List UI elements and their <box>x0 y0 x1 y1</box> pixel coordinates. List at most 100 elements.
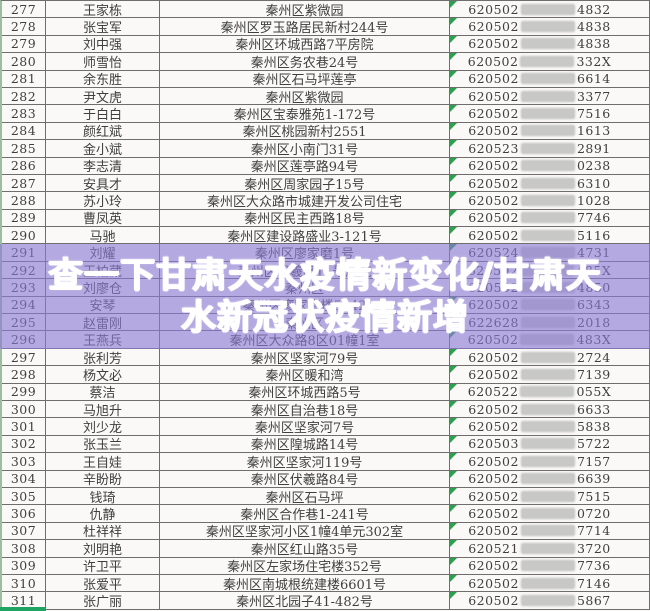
error-triangle-icon <box>450 557 457 565</box>
id-suffix: 5722 <box>576 436 611 452</box>
name-cell: 张爱平 <box>46 574 160 592</box>
id-redaction-box <box>521 161 574 171</box>
table-row: 298 杨文必 秦州区暖和湾 620502 7139 <box>2 366 650 384</box>
name-cell: 刘明艳 <box>46 540 160 557</box>
id-cell: 620502 7516 <box>450 105 650 122</box>
name-cell: 蔡洁 <box>46 383 160 400</box>
id-cell: 620502 7515 <box>450 487 650 505</box>
error-triangle-icon <box>450 522 457 530</box>
error-triangle-icon <box>450 400 457 408</box>
address-cell: 秦州区民主西路18号 <box>160 209 450 227</box>
row-number-cell: 282 <box>2 87 46 105</box>
id-cell: 620502 1613 <box>450 122 650 140</box>
row-number-cell: 304 <box>2 470 46 487</box>
id-redaction-box <box>521 109 574 119</box>
id-cell: 620502 6614 <box>450 70 650 87</box>
name-cell: 曹凤英 <box>46 209 160 227</box>
row-number-cell: 302 <box>2 435 46 453</box>
id-prefix: 620502 <box>468 592 519 608</box>
id-suffix: 6639 <box>576 471 611 487</box>
address-cell: 秦州区宝泰雅苑1-172号 <box>160 105 450 122</box>
name-cell: 杨文必 <box>46 366 160 383</box>
id-prefix: 620502 <box>468 19 519 35</box>
table-row: 281 余东胜 秦州区石马坪莲亭 620502 6614 <box>2 70 650 88</box>
id-redaction-box <box>521 22 574 32</box>
id-suffix: 7139 <box>576 366 611 382</box>
id-suffix: 3720 <box>576 540 611 556</box>
id-cell: 620502 6633 <box>450 400 650 418</box>
row-number-cell: 278 <box>2 18 46 35</box>
id-redaction-box <box>521 474 574 484</box>
name-cell: 于白白 <box>46 105 160 122</box>
address-cell: 秦州区环城西路5号 <box>160 383 450 400</box>
id-prefix: 620502 <box>468 506 519 522</box>
row-number-cell: 297 <box>2 348 46 366</box>
id-redaction-box <box>521 387 574 397</box>
table-row: 300 马旭升 秦州区自治巷18号 620502 6633 <box>2 400 650 419</box>
id-prefix: 620502 <box>468 419 519 435</box>
id-cell: 620502 5116 <box>450 227 650 244</box>
row-number-cell: 279 <box>2 35 46 53</box>
row-number-cell: 308 <box>2 540 46 557</box>
address-cell: 秦州区石马坪莲亭 <box>160 70 450 87</box>
id-cell: 620523 2891 <box>450 140 650 157</box>
row-number-cell: 290 <box>2 227 46 244</box>
name-cell: 辛盼盼 <box>46 470 160 487</box>
table-row: 299 蔡洁 秦州区环城西路5号 620522 055X <box>2 383 650 401</box>
address-cell: 秦州区自治巷18号 <box>160 400 450 418</box>
id-redaction-box <box>521 352 574 362</box>
error-triangle-icon <box>450 487 457 495</box>
id-redaction-box <box>521 561 574 571</box>
id-prefix: 620502 <box>468 523 519 539</box>
error-triangle-icon <box>450 192 457 200</box>
table-row: 309 许卫平 秦州区左家场住宅楼352号 620502 7736 <box>2 557 650 575</box>
name-cell: 张宝军 <box>46 18 160 35</box>
address-cell: 秦州区紫微园 <box>160 1 450 18</box>
id-prefix: 620502 <box>468 192 519 208</box>
address-cell: 秦州区环城西路7平房院 <box>160 35 450 53</box>
id-prefix: 620502 <box>468 88 519 104</box>
id-suffix: 6633 <box>576 401 611 417</box>
address-cell: 秦州区暖和湾 <box>160 366 450 383</box>
id-suffix: 5867 <box>576 592 611 608</box>
id-prefix: 620502 <box>468 575 519 591</box>
error-triangle-icon <box>450 418 457 426</box>
id-redaction-box <box>521 213 574 223</box>
table-row: 308 刘明艳 秦州区红山路35号 620521 3720 <box>2 540 650 558</box>
id-redaction-box <box>521 39 574 49</box>
error-triangle-icon <box>450 227 457 235</box>
id-prefix: 620502 <box>468 71 519 87</box>
id-cell: 620502 3377 <box>450 87 650 105</box>
error-triangle-icon <box>450 383 457 391</box>
id-prefix: 620502 <box>468 366 519 382</box>
name-cell: 张广丽 <box>46 592 160 609</box>
id-prefix: 620502 <box>468 558 519 574</box>
row-number-cell: 288 <box>2 192 46 209</box>
row-number-cell: 311 <box>2 592 46 609</box>
id-cell: 620502 4838 <box>450 18 650 35</box>
address-cell: 秦州区北园子41-482号 <box>160 592 450 609</box>
id-prefix: 620502 <box>468 123 519 139</box>
error-triangle-icon <box>450 540 457 548</box>
row-number-cell: 299 <box>2 383 46 400</box>
id-suffix: 7516 <box>576 106 611 122</box>
name-cell: 仇静 <box>46 505 160 522</box>
address-cell: 秦州区坚家河119号 <box>160 453 450 470</box>
id-cell: 620502 7714 <box>450 522 650 540</box>
id-cell: 620503 5722 <box>450 435 650 453</box>
row-number-cell: 287 <box>2 174 46 192</box>
error-triangle-icon <box>450 53 457 61</box>
selection-border-marker <box>0 607 46 611</box>
error-triangle-icon <box>450 70 457 78</box>
table-row: 288 苏小玲 秦州区大众路市城建开发公司住宅 620502 1028 <box>2 192 650 210</box>
id-suffix: 7146 <box>576 575 611 591</box>
address-cell: 秦州区务农巷24号 <box>160 53 450 70</box>
name-cell: 张利芳 <box>46 348 160 366</box>
error-triangle-icon <box>450 435 457 443</box>
id-cell: 620502 7139 <box>450 366 650 383</box>
name-cell: 马旭升 <box>46 400 160 418</box>
id-redaction-box <box>521 509 574 519</box>
id-redaction-box <box>521 456 574 466</box>
id-cell: 620502 1028 <box>450 192 650 209</box>
id-cell: 620502 7736 <box>450 557 650 574</box>
